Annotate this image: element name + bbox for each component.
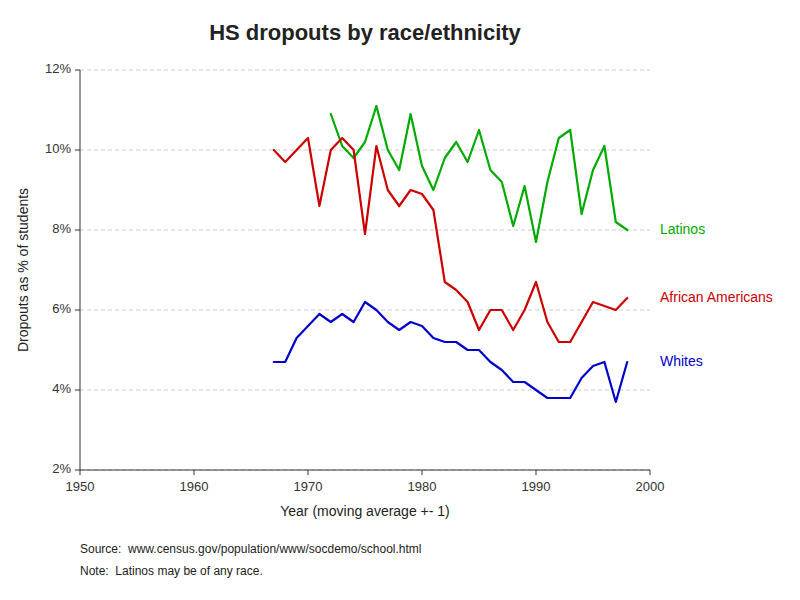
x-tick-label: 1950 [66, 479, 95, 494]
series-label: Latinos [660, 221, 705, 237]
x-tick-label: 1990 [522, 479, 551, 494]
x-tick [194, 470, 195, 475]
x-tick [80, 470, 81, 475]
source-note: Source: www.census.gov/population/www/so… [80, 542, 422, 556]
plot-area [274, 106, 627, 402]
x-tick-label: 1970 [294, 479, 323, 494]
series-line [274, 138, 627, 342]
grid-line [80, 470, 650, 471]
x-tick [422, 470, 423, 475]
grid-line [80, 310, 650, 311]
series-line [331, 106, 627, 242]
series-label: Whites [660, 353, 703, 369]
y-tick-label: 10% [45, 141, 71, 156]
grid-line [80, 70, 650, 71]
x-tick-label: 2000 [636, 479, 665, 494]
y-axis-line [80, 70, 81, 470]
x-axis-line [80, 470, 650, 471]
x-axis-label: Year (moving average +- 1) [280, 503, 450, 519]
title: HS dropouts by race/ethnicity [209, 20, 521, 45]
y-tick [75, 70, 80, 71]
y-tick [75, 310, 80, 311]
x-tick [650, 470, 651, 475]
y-tick [75, 390, 80, 391]
x-tick [536, 470, 537, 475]
y-tick [75, 470, 80, 471]
series-label: African Americans [660, 289, 773, 305]
y-tick-label: 6% [52, 301, 71, 316]
x-tick [308, 470, 309, 475]
y-tick [75, 230, 80, 231]
grid-line [80, 150, 650, 151]
y-tick-label: 8% [52, 221, 71, 236]
grid-line [80, 390, 650, 391]
x-tick-label: 1960 [180, 479, 209, 494]
y-tick-label: 2% [52, 461, 71, 476]
x-tick-label: 1980 [408, 479, 437, 494]
note: Note: Latinos may be of any race. [80, 564, 263, 578]
y-tick-label: 12% [45, 61, 71, 76]
y-axis-label: Dropouts as % of students [15, 188, 31, 352]
series-line [274, 302, 627, 402]
y-tick-label: 4% [52, 381, 71, 396]
y-tick [75, 150, 80, 151]
chart: 2% 4% 6% 8% 10% 12% 1950 1960 1970 1980 1990 2000 La… [0, 0, 800, 600]
